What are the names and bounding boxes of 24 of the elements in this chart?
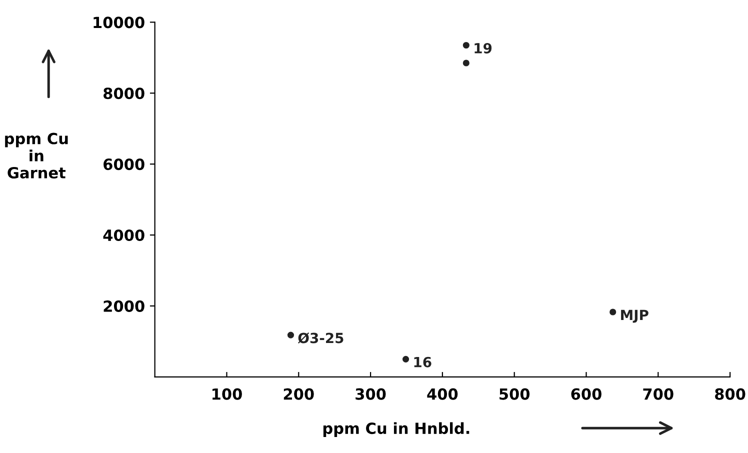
annotation: 16: [414, 356, 432, 368]
x-tick-label: 600: [571, 388, 602, 400]
y-tick-label: 2000: [104, 300, 144, 312]
point: [287, 332, 294, 338]
point: [402, 356, 410, 362]
y-tick-label: 6000: [104, 158, 144, 170]
y-tick-label: 4000: [103, 229, 144, 242]
point: [462, 42, 470, 49]
y-tick-label: 10000: [94, 16, 144, 28]
point: [610, 308, 616, 316]
y-axis-title: ppm Cu in Garnet: [5, 132, 68, 179]
x-tick-label: 200: [284, 388, 314, 400]
x-tick-label: 400: [427, 388, 458, 400]
point: [462, 60, 470, 66]
annotation: MJP: [621, 310, 648, 323]
annotation: 19: [474, 42, 492, 54]
x-axis-title: ppm Cu in Hnbld.: [323, 422, 470, 438]
y-tick-label: 8000: [104, 88, 144, 100]
x-tick-label: 100: [212, 388, 242, 400]
x-tick-label: 300: [356, 388, 386, 400]
x-tick-label: 800: [715, 388, 746, 400]
x-tick-label: 700: [643, 388, 674, 400]
annotation: Ø3-25: [298, 332, 344, 344]
x-tick-label: 500: [500, 388, 530, 400]
